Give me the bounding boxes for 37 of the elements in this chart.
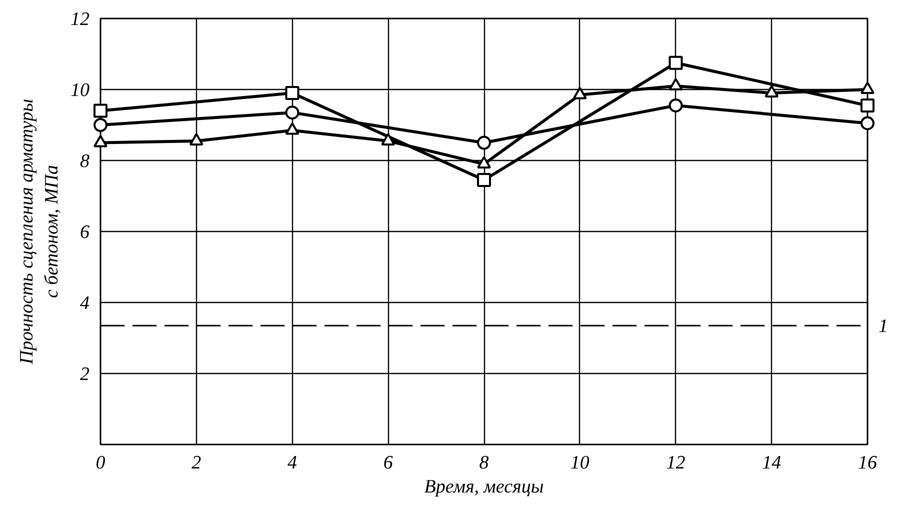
x-axis-title: Время, месяцы [424, 476, 544, 498]
point [668, 78, 683, 90]
point [381, 133, 396, 146]
point [860, 98, 874, 112]
y-tick-label: 6 [80, 222, 90, 243]
y-tick-label: 8 [80, 151, 90, 172]
point [668, 98, 683, 112]
y-tick-label: 12 [70, 9, 90, 30]
x-tick-label: 8 [479, 452, 490, 474]
y-tick-label: 4 [80, 293, 90, 314]
annotation: 1 [878, 316, 888, 338]
x-tick-label: 10 [570, 452, 590, 474]
x-tick-label: 12 [666, 452, 686, 474]
y-tick-label: 2 [80, 364, 90, 385]
point [572, 86, 587, 100]
point [285, 106, 300, 120]
point [285, 86, 300, 100]
point [94, 104, 108, 118]
point [668, 56, 683, 70]
point [94, 134, 108, 148]
point [285, 122, 300, 135]
x-tick-label: 14 [762, 452, 782, 474]
point [94, 118, 108, 132]
point [860, 82, 874, 94]
point [477, 136, 491, 150]
point [764, 85, 779, 98]
y-tick-label: 10 [70, 80, 90, 101]
x-tick-label: 2 [192, 452, 202, 474]
point [189, 133, 204, 146]
x-tick-label: 0 [96, 452, 106, 474]
point [860, 116, 874, 130]
x-tick-label: 4 [288, 452, 298, 474]
point [477, 173, 491, 188]
y-axis-title: Прочность сцепления арматуры с бетоном, МПа [16, 98, 62, 366]
x-tick-label: 6 [383, 452, 394, 474]
point [477, 156, 491, 169]
x-tick-label: 16 [858, 452, 878, 474]
